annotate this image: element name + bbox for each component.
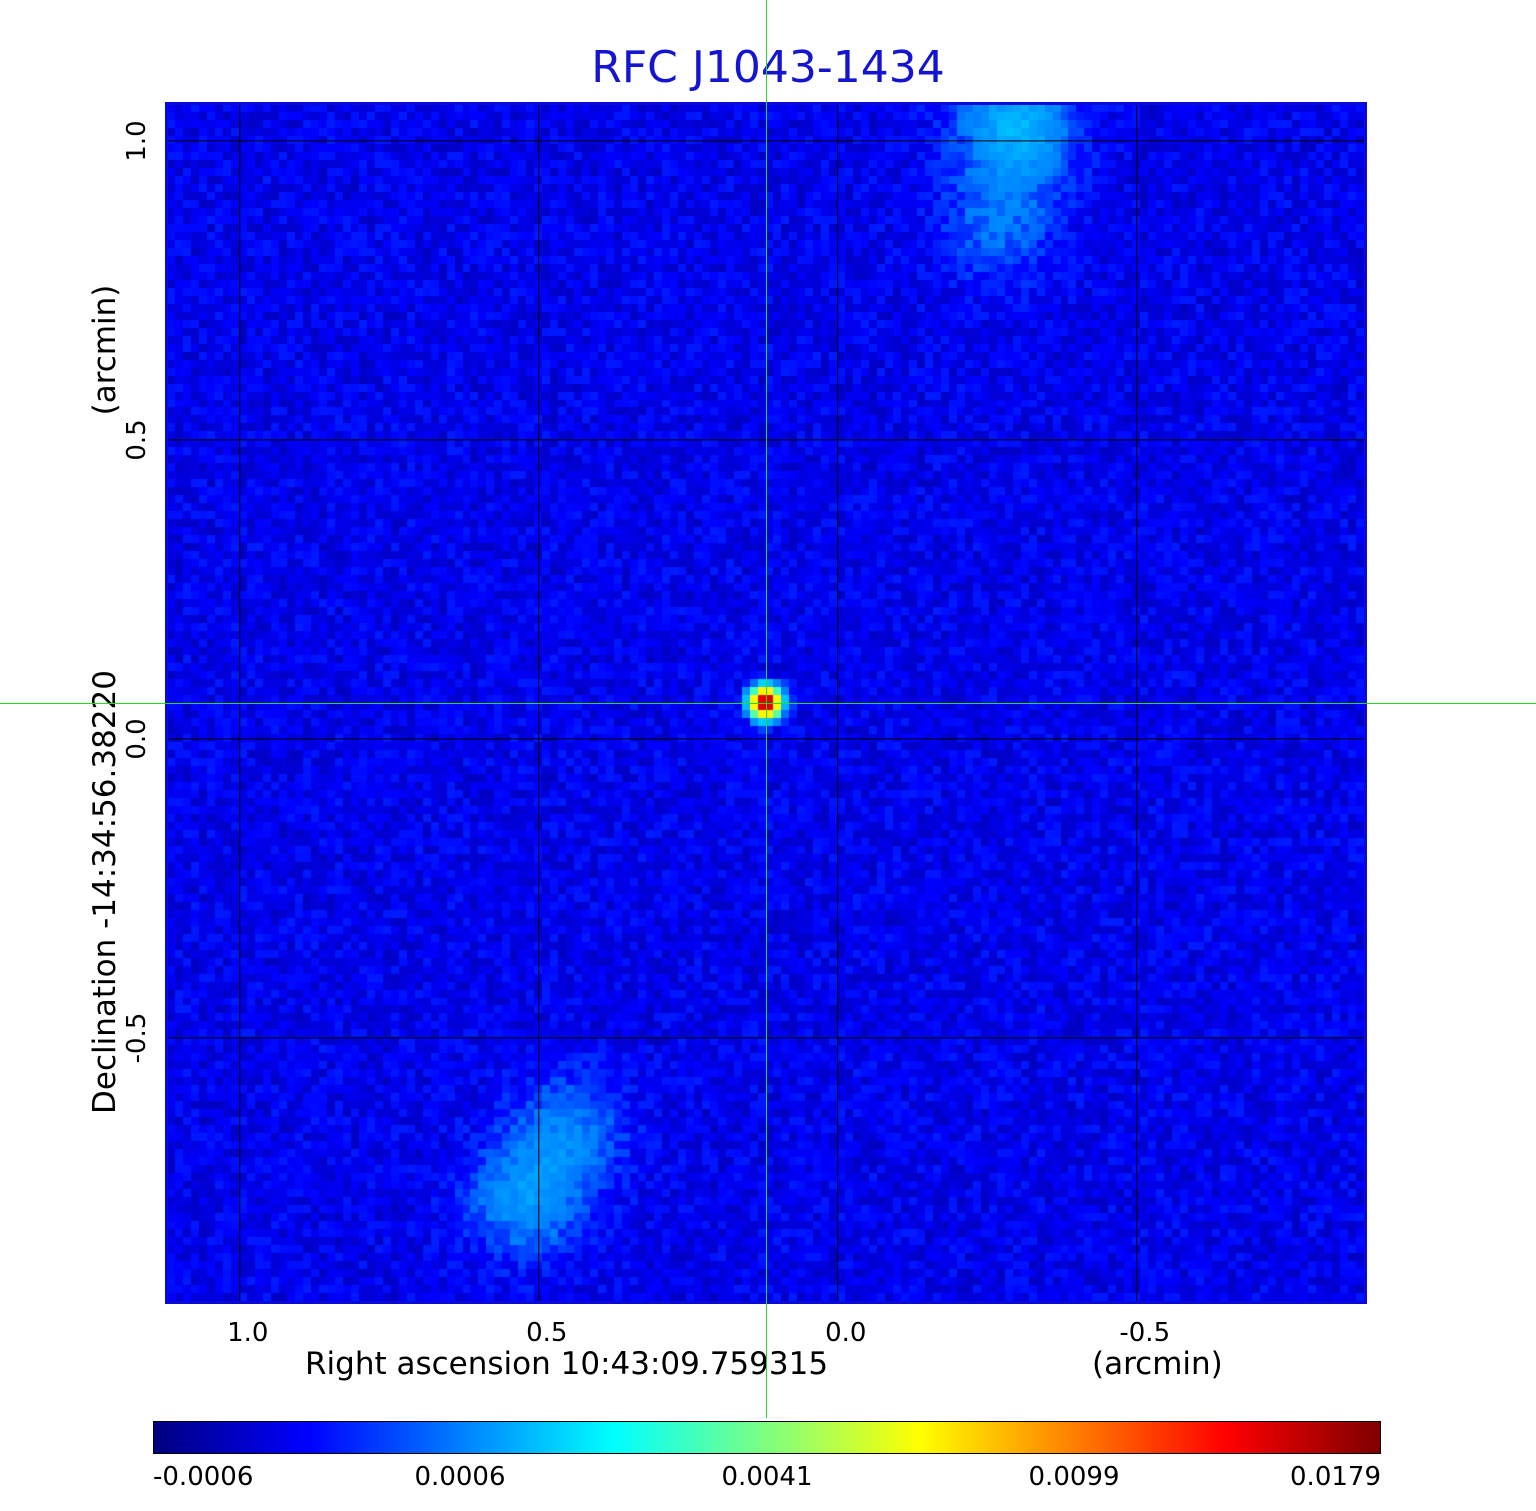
crosshair-vertical — [766, 0, 767, 1418]
x-tick-label: 1.0 — [227, 1318, 269, 1348]
colorbar — [153, 1421, 1381, 1454]
chart-title: RFC J1043-1434 — [591, 42, 945, 93]
colorbar-tick-label: 0.0099 — [1028, 1462, 1120, 1492]
x-tick-label: 0.0 — [825, 1318, 867, 1348]
x-axis-label: Right ascension 10:43:09.759315 — [305, 1346, 829, 1382]
colorbar-tick-label: 0.0041 — [721, 1462, 813, 1492]
x-tick-label: 0.5 — [526, 1318, 568, 1348]
y-tick-label: 1.0 — [122, 120, 152, 162]
y-axis-unit: (arcmin) — [87, 284, 123, 416]
colorbar-tick-label: -0.0006 — [153, 1462, 254, 1492]
crosshair-horizontal — [0, 703, 1536, 704]
y-tick-label: -0.5 — [122, 1012, 152, 1064]
y-tick-label: 0.5 — [122, 419, 152, 461]
y-tick-label: 0.0 — [122, 718, 152, 760]
colorbar-tick-label: 0.0179 — [1290, 1462, 1381, 1492]
x-tick-label: -0.5 — [1119, 1318, 1171, 1348]
colorbar-tick-label: 0.0006 — [414, 1462, 506, 1492]
x-axis-unit: (arcmin) — [1092, 1346, 1223, 1382]
y-axis-label: Declination -14:34:56.38220 — [87, 670, 123, 1114]
